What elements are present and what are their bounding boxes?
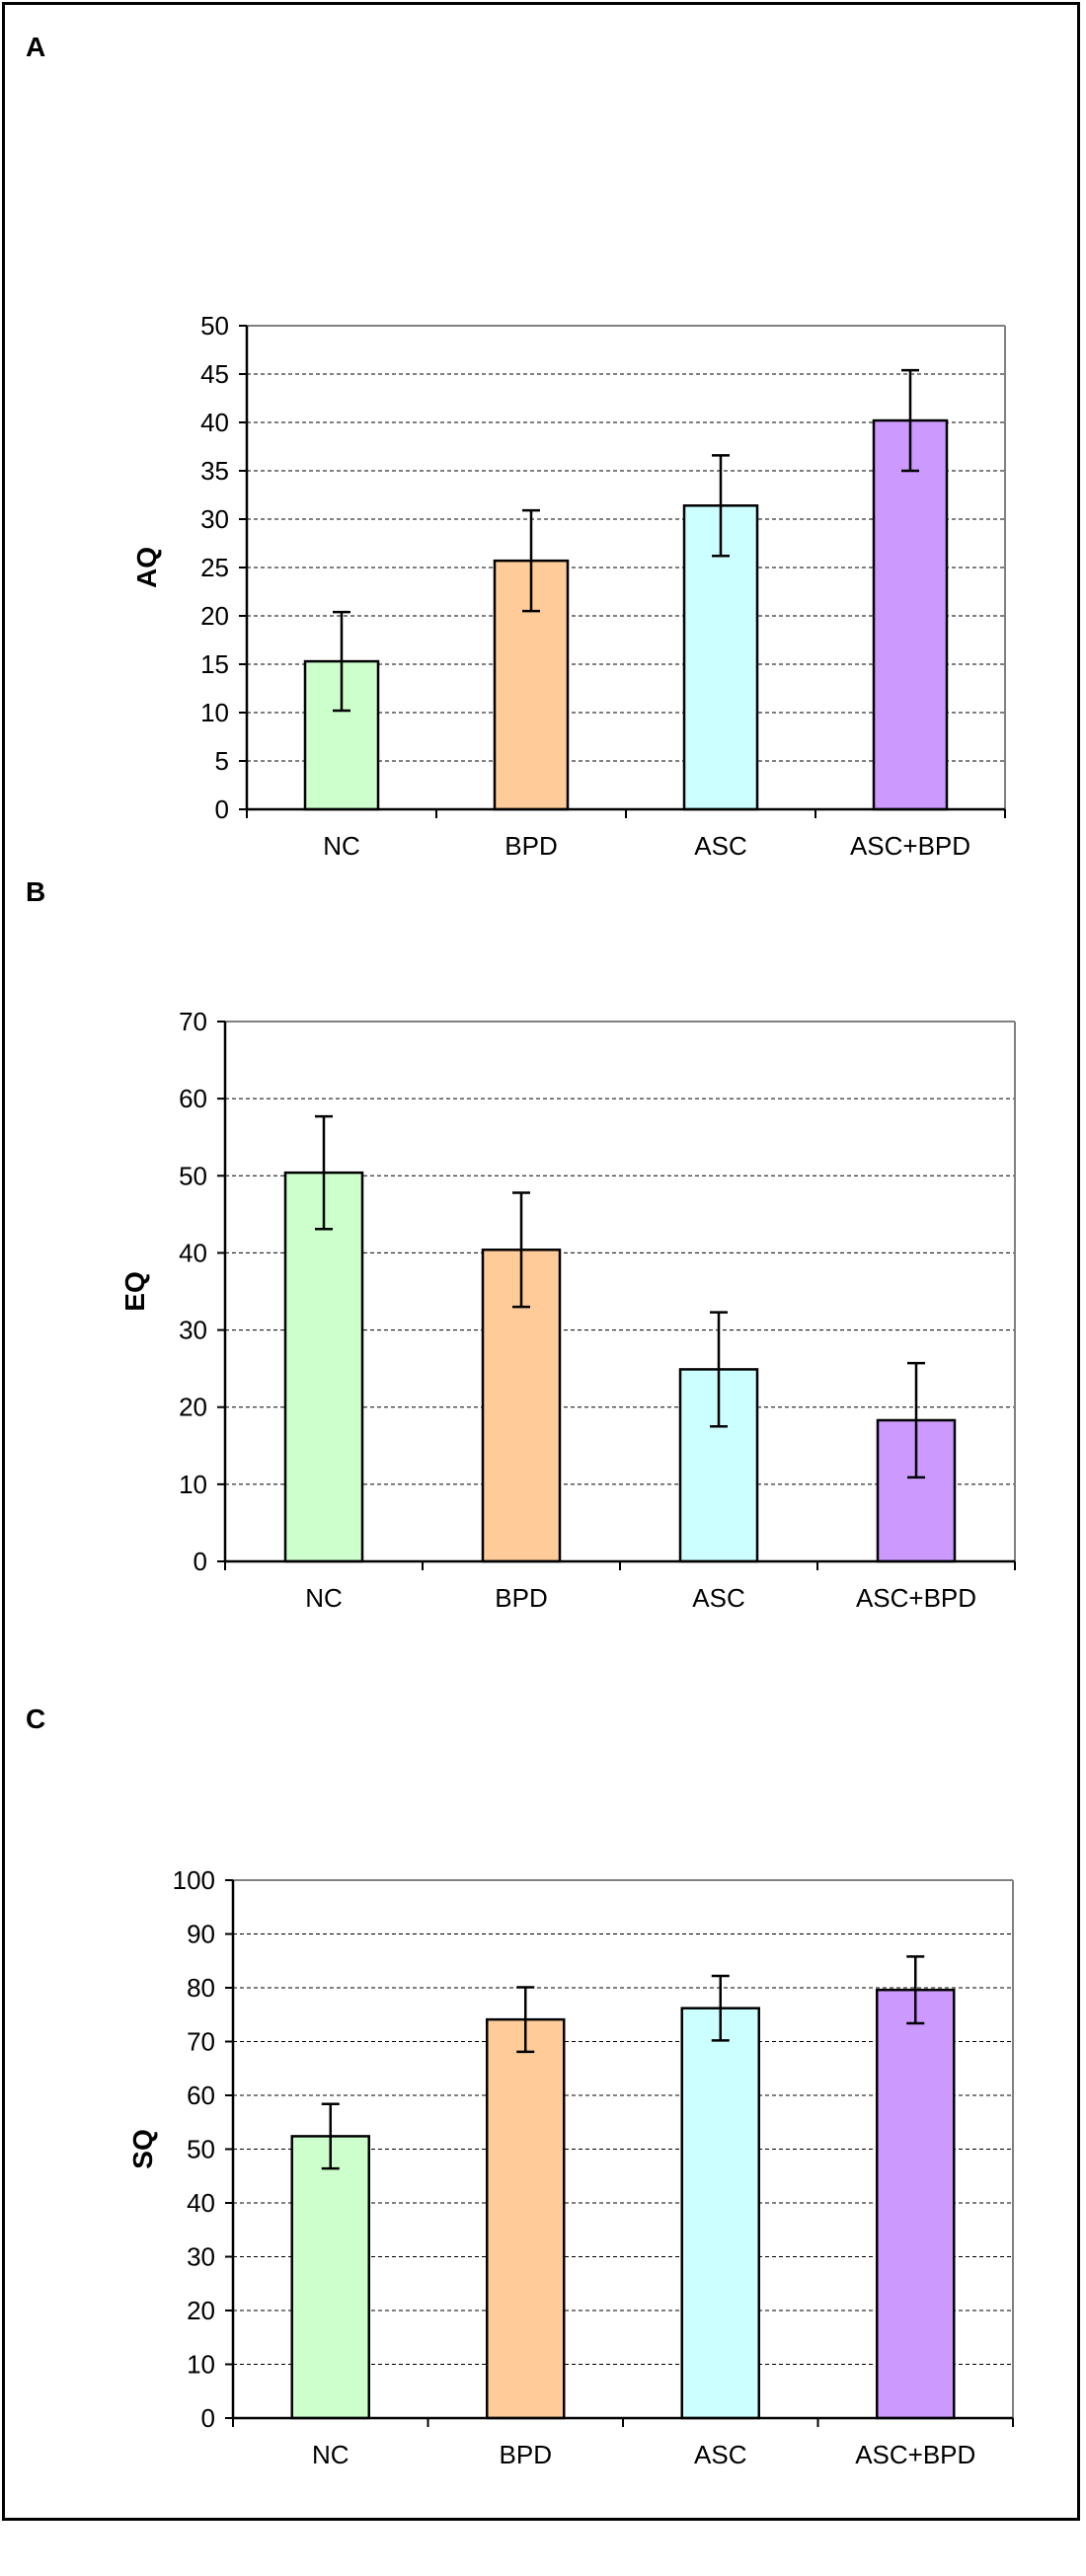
eq-bar-chart: NC BPD ASC ASC+BPD 0 10 20 30 40 50 60 70 EQ [119, 1007, 1016, 1613]
x-tick-label: ASC [692, 1583, 744, 1613]
figure-frame [2, 2, 1080, 2521]
y-tick-label: 70 [179, 1007, 207, 1036]
x-tick-label: BPD [495, 1583, 547, 1613]
x-tick-label: ASC+BPD [855, 2440, 975, 2469]
y-tick-label: 50 [187, 2135, 215, 2164]
y-axis-label: SQ [127, 2129, 158, 2168]
panel-b-label: B [26, 876, 46, 907]
y-tick-label: 20 [179, 1393, 207, 1422]
bar-nc [283, 1171, 364, 1563]
x-tick-label: ASC+BPD [856, 1583, 976, 1613]
y-tick-label: 20 [200, 601, 229, 631]
y-tick-label: 10 [200, 698, 229, 727]
x-tick-label: NC [305, 1583, 343, 1613]
y-tick-label: 40 [179, 1238, 207, 1267]
y-tick-label: 100 [173, 1865, 215, 1895]
y-tick-label: 40 [187, 2188, 215, 2218]
x-tick-label: BPD [500, 2440, 552, 2469]
y-tick-label: 10 [179, 1470, 207, 1499]
y-tick-label: 15 [200, 649, 229, 679]
y-tick-label: 5 [215, 746, 229, 776]
y-tick-label: 70 [187, 2027, 215, 2057]
y-tick-label: 10 [187, 2350, 215, 2380]
y-tick-label: 50 [179, 1161, 207, 1190]
y-tick-label: 45 [200, 359, 229, 389]
sq-bar-chart: NC BPD ASC ASC+BPD 0 10 20 30 40 50 60 70 80 90 100 SQ [127, 1865, 1014, 2469]
y-tick-label: 60 [179, 1084, 207, 1113]
x-tick-label: NC [312, 2440, 349, 2469]
y-tick-label: 0 [201, 2403, 215, 2433]
y-tick-label: 90 [187, 1920, 215, 1949]
y-tick-label: 80 [187, 1973, 215, 2003]
panel-c-label: C [26, 1704, 46, 1734]
bar-nc [290, 2135, 370, 2420]
y-tick-label: 0 [194, 1547, 207, 1576]
y-tick-label: 30 [200, 504, 229, 534]
y-tick-label: 20 [187, 2296, 215, 2325]
bar-asc [680, 2007, 760, 2420]
x-tick-label: BPD [504, 831, 557, 861]
bar-asc-bpd [876, 1988, 956, 2420]
y-tick-label: 25 [200, 553, 229, 582]
y-tick-label: 40 [200, 408, 229, 437]
x-tick-label: ASC+BPD [850, 831, 970, 861]
bar-bpd [486, 2017, 566, 2420]
y-axis-label: EQ [119, 1271, 150, 1311]
y-tick-label: 30 [187, 2242, 215, 2272]
bar-asc-bpd [872, 418, 949, 811]
aq-bar-chart: NC BPD ASC ASC+BPD 0 5 10 15 20 25 30 35 40 45 50 AQ [131, 311, 1006, 861]
y-tick-label: 0 [215, 795, 229, 824]
y-axis-label: AQ [131, 547, 162, 588]
y-tick-label: 60 [187, 2081, 215, 2110]
x-tick-label: ASC [694, 2440, 746, 2469]
y-tick-label: 30 [179, 1316, 207, 1345]
panel-a-label: A [26, 32, 46, 62]
x-tick-label: NC [323, 831, 360, 861]
y-tick-label: 50 [200, 311, 229, 341]
y-tick-label: 35 [200, 456, 229, 486]
x-tick-label: ASC [694, 831, 746, 861]
